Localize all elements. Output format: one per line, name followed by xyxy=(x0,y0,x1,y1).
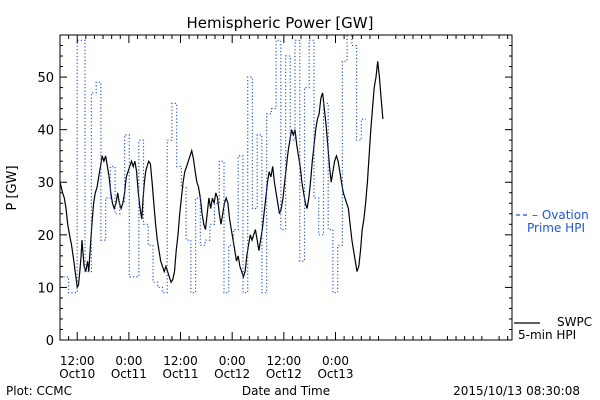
legend-swpc-label-1: SWPC xyxy=(557,315,592,329)
chart-title: Hemispheric Power [GW] xyxy=(187,14,374,32)
legend-swpc-label-2: 5-min HPI xyxy=(518,328,576,342)
x-axis-label: Date and Time xyxy=(242,384,330,398)
legend-ovation-label-2: Prime HPI xyxy=(527,221,585,235)
x-tick-label-time: 0:00 xyxy=(219,354,246,368)
series-layer xyxy=(59,34,384,294)
x-tick-label-date: Oct11 xyxy=(111,367,147,381)
x-tick-label-time: 12:00 xyxy=(163,354,198,368)
x-tick-label-date: Oct12 xyxy=(266,367,302,381)
y-tick-label: 50 xyxy=(37,71,54,86)
y-tick-label: 0 xyxy=(46,334,54,349)
y-tick-label: 10 xyxy=(37,281,54,296)
x-tick-label-time: 12:00 xyxy=(267,354,302,368)
footer-credit: Plot: CCMC xyxy=(6,384,72,398)
swpc-series-line xyxy=(59,61,384,290)
footer-timestamp: 2015/10/13 08:30:08 xyxy=(453,384,580,398)
y-tick-label: 40 xyxy=(37,124,54,139)
x-tick-label-date: Oct11 xyxy=(163,367,199,381)
plot-frame xyxy=(59,34,513,341)
y-tick-label: 20 xyxy=(37,229,54,244)
y-axis-label: P [GW] xyxy=(5,165,20,210)
x-tick-label-time: 0:00 xyxy=(115,354,142,368)
x-axis: 12:00Oct100:00Oct1112:00Oct110:00Oct1212… xyxy=(59,35,509,381)
x-tick-label-date: Oct10 xyxy=(59,367,95,381)
x-tick-label-time: 12:00 xyxy=(60,354,95,368)
legend-ovation-label-1: – Ovation xyxy=(532,208,589,222)
x-tick-label-time: 0:00 xyxy=(322,354,349,368)
y-tick-label: 30 xyxy=(37,176,54,191)
x-tick-label-date: Oct12 xyxy=(214,367,250,381)
y-axis: 0 10 20 30 40 50 xyxy=(37,34,512,349)
x-tick-label-date: Oct13 xyxy=(317,367,353,381)
ovation-prime-series-line xyxy=(60,34,367,294)
